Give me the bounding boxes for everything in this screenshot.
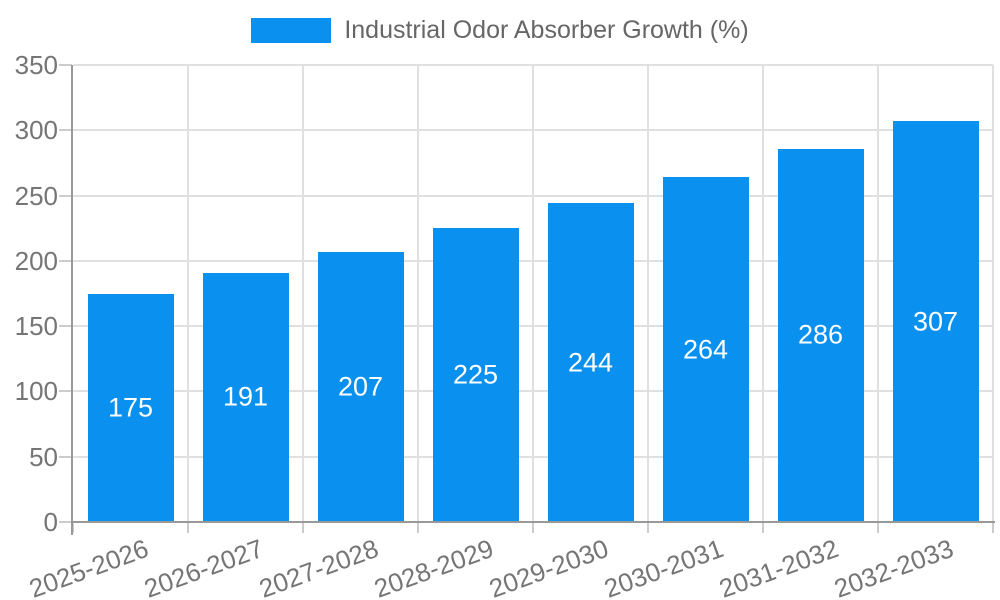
bar-value-label: 207 bbox=[337, 371, 384, 402]
bar[interactable]: 264 bbox=[662, 177, 749, 522]
bar[interactable]: 307 bbox=[892, 121, 979, 522]
y-tick-label: 250 bbox=[14, 180, 58, 211]
gridline-vertical bbox=[417, 65, 419, 522]
y-tick-label: 100 bbox=[14, 376, 58, 407]
x-tick-label: 2025-2026 bbox=[25, 533, 153, 600]
bar-value-label: 264 bbox=[682, 334, 729, 365]
x-axis-tick bbox=[532, 523, 534, 533]
y-axis-tick bbox=[59, 521, 72, 523]
bar[interactable]: 175 bbox=[87, 293, 174, 522]
x-axis-tick bbox=[992, 523, 994, 533]
bar-value-label: 244 bbox=[567, 347, 614, 378]
bar-value-label: 286 bbox=[797, 319, 844, 350]
bar-value-label: 225 bbox=[452, 359, 499, 390]
y-axis-line bbox=[71, 65, 73, 535]
x-tick-label: 2027-2028 bbox=[255, 533, 383, 600]
y-tick-label: 0 bbox=[43, 507, 58, 537]
x-tick-label: 2028-2029 bbox=[370, 533, 498, 600]
y-axis-tick bbox=[59, 390, 72, 393]
x-axis-tick bbox=[72, 523, 74, 533]
bar[interactable]: 191 bbox=[202, 272, 289, 522]
y-tick-label: 200 bbox=[14, 245, 58, 276]
y-axis-tick bbox=[59, 325, 72, 328]
gridline-vertical bbox=[992, 65, 994, 522]
x-axis-line bbox=[71, 521, 995, 523]
gridline-vertical bbox=[877, 65, 879, 522]
bar-value-label: 307 bbox=[912, 306, 959, 337]
x-tick-label: 2029-2030 bbox=[485, 533, 613, 600]
gridline-vertical bbox=[302, 65, 304, 522]
legend-label: Industrial Odor Absorber Growth (%) bbox=[344, 16, 749, 44]
bar[interactable]: 225 bbox=[432, 228, 519, 522]
y-axis-tick bbox=[59, 194, 72, 197]
plot-area: 175 191 207 225 244 264 286 307 bbox=[73, 64, 994, 522]
y-tick-label: 150 bbox=[14, 311, 58, 342]
x-axis-tick bbox=[187, 523, 189, 533]
y-tick-label: 300 bbox=[14, 115, 58, 146]
gridline-vertical bbox=[187, 65, 189, 522]
gridline-vertical bbox=[532, 65, 534, 522]
x-tick-label: 2031-2032 bbox=[715, 533, 843, 600]
gridline-vertical bbox=[647, 65, 649, 522]
x-tick-label: 2026-2027 bbox=[140, 533, 268, 600]
y-tick-label: 350 bbox=[14, 50, 58, 80]
gridline-vertical bbox=[762, 65, 764, 522]
bar[interactable]: 286 bbox=[777, 148, 864, 522]
x-tick-label: 2032-2033 bbox=[830, 533, 958, 600]
bar-value-label: 191 bbox=[222, 381, 269, 412]
y-axis-tick bbox=[59, 64, 72, 66]
legend-swatch bbox=[251, 18, 332, 43]
x-axis-tick bbox=[647, 523, 649, 533]
y-tick-label: 50 bbox=[29, 441, 58, 472]
y-axis-tick bbox=[59, 129, 72, 132]
y-axis-tick bbox=[59, 455, 72, 458]
bar[interactable]: 207 bbox=[317, 251, 404, 522]
x-tick-label: 2030-2031 bbox=[600, 533, 728, 600]
y-axis-tick bbox=[59, 259, 72, 262]
x-axis-tick bbox=[417, 523, 419, 533]
bar[interactable]: 244 bbox=[547, 203, 634, 522]
bar-value-label: 175 bbox=[107, 392, 154, 423]
x-axis-tick bbox=[762, 523, 764, 533]
legend[interactable]: Industrial Odor Absorber Growth (%) bbox=[0, 16, 1000, 45]
x-axis-tick bbox=[302, 523, 304, 533]
x-axis-tick bbox=[877, 523, 879, 533]
